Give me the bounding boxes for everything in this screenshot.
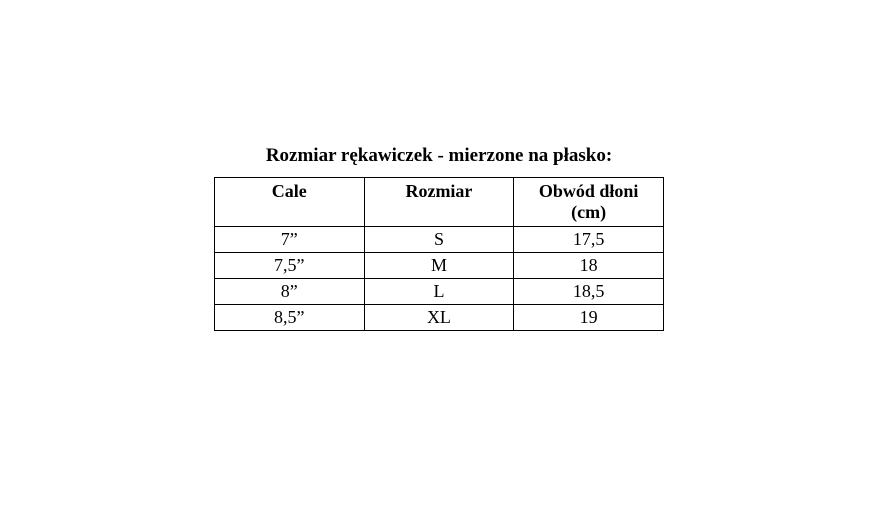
cell-circumference: 18,5 <box>514 279 664 305</box>
table-row: 8,5” XL 19 <box>215 305 664 331</box>
table-header-circumference: Obwód dłoni (cm) <box>514 178 664 227</box>
cell-circumference: 19 <box>514 305 664 331</box>
table-row: 7,5” M 18 <box>215 253 664 279</box>
table-title: Rozmiar rękawiczek - mierzone na płasko: <box>266 145 612 167</box>
header-text: Rozmiar <box>405 181 472 201</box>
table-header-size: Rozmiar <box>364 178 514 227</box>
size-table: Cale Rozmiar Obwód dłoni (cm) 7” S 17,5 … <box>214 177 664 331</box>
cell-size: XL <box>364 305 514 331</box>
cell-circumference: 18 <box>514 253 664 279</box>
table-header-row: Cale Rozmiar Obwód dłoni (cm) <box>215 178 664 227</box>
table-row: 7” S 17,5 <box>215 227 664 253</box>
header-text-line1: Obwód dłoni <box>539 181 639 201</box>
cell-circumference: 17,5 <box>514 227 664 253</box>
cell-inches: 8,5” <box>215 305 365 331</box>
cell-size: S <box>364 227 514 253</box>
cell-size: M <box>364 253 514 279</box>
header-text-line2: (cm) <box>571 202 606 222</box>
table-row: 8” L 18,5 <box>215 279 664 305</box>
cell-inches: 7,5” <box>215 253 365 279</box>
cell-inches: 8” <box>215 279 365 305</box>
table-header-inches: Cale <box>215 178 365 227</box>
cell-size: L <box>364 279 514 305</box>
cell-inches: 7” <box>215 227 365 253</box>
header-text: Cale <box>272 181 307 201</box>
